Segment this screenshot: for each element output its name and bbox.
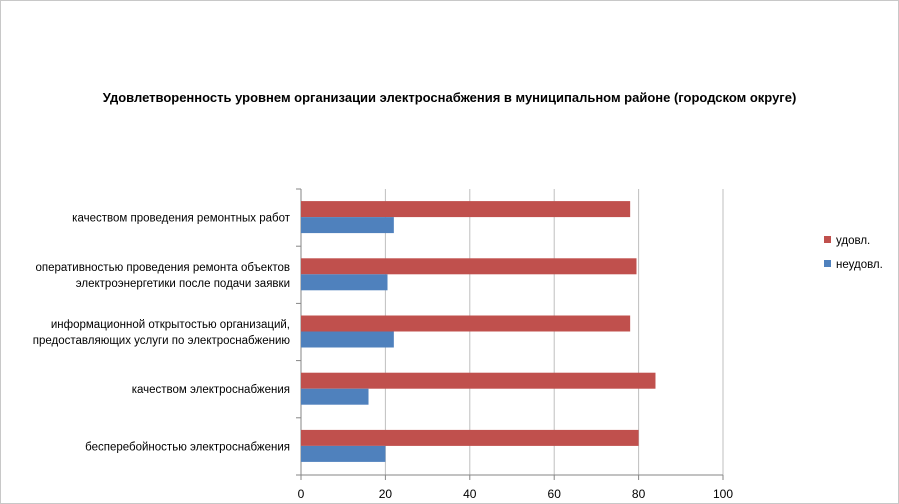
x-tick-label: 0 xyxy=(298,487,305,501)
bar-unsatisfied xyxy=(301,331,394,348)
bar-satisfied xyxy=(301,372,656,389)
legend-label: удовл. xyxy=(836,235,870,247)
bar-unsatisfied xyxy=(301,217,394,234)
bar-satisfied xyxy=(301,258,637,275)
category-label: бесперебойностью электроснабжения xyxy=(85,441,290,453)
bar-unsatisfied xyxy=(301,388,369,405)
bar-satisfied xyxy=(301,201,631,218)
bar-satisfied xyxy=(301,429,639,446)
x-tick-label: 40 xyxy=(463,487,477,501)
legend-label: неудовл. xyxy=(836,259,883,271)
bar-unsatisfied xyxy=(301,445,386,462)
legend-swatch xyxy=(824,236,831,243)
bar-satisfied xyxy=(301,315,631,332)
category-label: оперативностью проведения ремонта объект… xyxy=(35,262,290,274)
x-tick-label: 60 xyxy=(548,487,562,501)
x-tick-label: 80 xyxy=(632,487,646,501)
category-label: информационной открытостью организаций, xyxy=(51,319,290,331)
x-tick-label: 100 xyxy=(713,487,733,501)
category-label: предоставляющих услуги по электроснабжен… xyxy=(33,335,291,347)
category-label: качеством электроснабжения xyxy=(132,384,290,396)
chart-title: Удовлетворенность уровнем организации эл… xyxy=(102,90,797,105)
legend-swatch xyxy=(824,260,831,267)
category-label: качеством проведения ремонтных работ xyxy=(72,213,291,225)
bar-unsatisfied xyxy=(301,274,388,291)
x-tick-label: 20 xyxy=(379,487,393,501)
category-label: электроэнергетики после подачи заявки xyxy=(76,278,290,290)
